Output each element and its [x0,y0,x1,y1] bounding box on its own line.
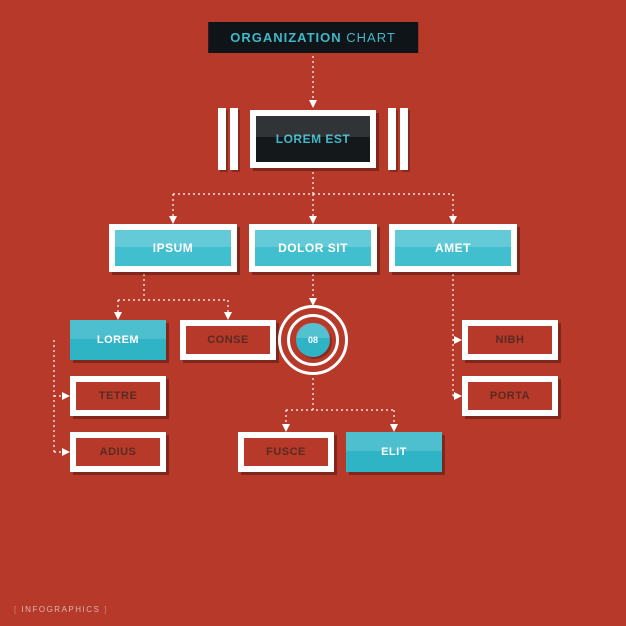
leaf-fusce: FUSCE [238,432,334,472]
chart-title: ORGANIZATION CHART [208,22,418,53]
org-chart-canvas: ORGANIZATION CHART LOREM EST IPSUM DOLOR … [0,0,626,626]
badge-center: 08 [296,323,330,357]
leaf-label: ADIUS [100,446,137,458]
leaf-elit: ELIT [346,432,442,472]
leaf-label: TETRE [99,390,138,402]
leaf-label: CONSE [207,334,249,346]
leaf-porta: PORTA [462,376,558,416]
leaf-adius: ADIUS [70,432,166,472]
leaf-label: NIBH [496,334,525,346]
circle-badge: 08 [278,305,348,375]
title-word-1: ORGANIZATION [230,30,341,45]
node-label: DOLOR SIT [278,241,348,255]
node-label: IPSUM [153,241,194,255]
leaf-label: PORTA [490,390,530,402]
leaf-label: FUSCE [266,446,306,458]
root-node: LOREM EST [218,108,408,170]
leaf-conse: CONSE [180,320,276,360]
node-ipsum: IPSUM [109,224,237,272]
leaf-nibh: NIBH [462,320,558,360]
node-label: AMET [435,241,471,255]
title-word-2: CHART [346,30,396,45]
leaf-tetre: TETRE [70,376,166,416]
node-amet: AMET [389,224,517,272]
leaf-label: LOREM [97,334,139,346]
footer-label: INFOGRAPHICS [14,605,108,614]
leaf-label: ELIT [381,446,407,458]
node-dolor: DOLOR SIT [249,224,377,272]
leaf-lorem: LOREM [70,320,166,360]
root-node-core: LOREM EST [250,110,376,168]
